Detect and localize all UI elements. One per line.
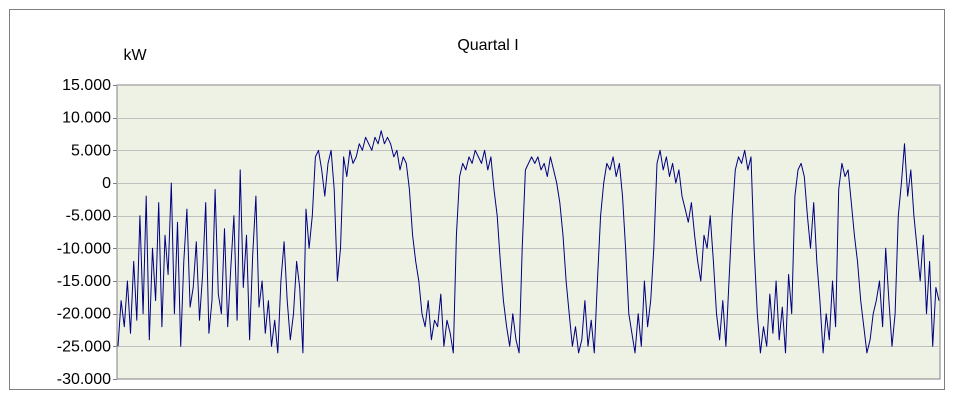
y-tick-label: -5.000 — [66, 208, 111, 225]
chart-frame: Quartal I kW 15.000 10.000 5.000 0 -5.000 -10… — [9, 9, 945, 390]
y-tick-label: 15.000 — [62, 77, 111, 94]
y-tick-label: -10.000 — [57, 240, 111, 257]
plot-area: 15.000 10.000 5.000 0 -5.000 -10.000 -15.000 -2… — [57, 77, 941, 388]
y-axis-label: kW — [123, 47, 147, 64]
y-tick-label: -20.000 — [57, 306, 111, 323]
series-line — [117, 130, 940, 354]
y-tick-label: 0 — [102, 175, 111, 192]
plot-background — [116, 84, 941, 380]
y-tick-label: 10.000 — [62, 110, 111, 127]
y-tick-label: -30.000 — [57, 371, 111, 388]
chart-title: Quartal I — [457, 37, 518, 54]
y-tick-label: -25.000 — [57, 338, 111, 355]
line-chart: Quartal I kW 15.000 10.000 5.000 0 -5.000 -10… — [57, 37, 941, 388]
y-tick-label: -15.000 — [57, 273, 111, 290]
y-tick-label: 5.000 — [71, 142, 111, 159]
